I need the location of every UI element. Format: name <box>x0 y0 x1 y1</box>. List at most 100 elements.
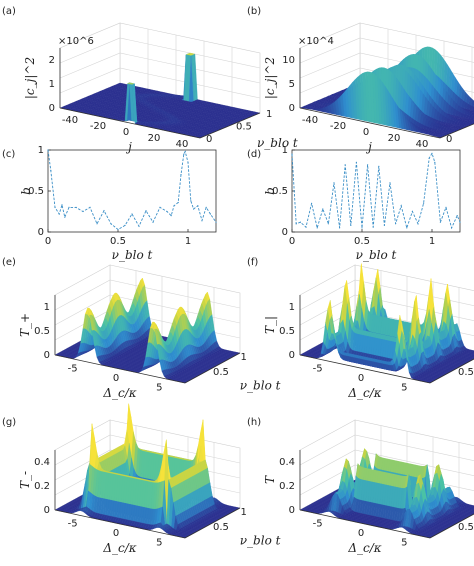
data-point <box>193 208 195 210</box>
data-point <box>166 210 168 213</box>
data-point <box>339 227 341 229</box>
data-point <box>372 226 374 228</box>
gridline <box>59 52 261 84</box>
data-point <box>117 228 119 231</box>
x-axis-label: ν_blo t <box>112 248 153 262</box>
data-point <box>423 202 425 204</box>
panel-c: (c)0 0.5 100.51ν_blo tb <box>2 145 217 262</box>
z-axis-label: |c_j|^2 <box>263 57 277 99</box>
data-point <box>295 223 297 225</box>
x-axis-label: ν_blo t <box>356 248 397 262</box>
y-tick-label: 1 <box>282 145 288 156</box>
data-point <box>417 223 419 225</box>
x-tick-label: -40 <box>302 115 318 126</box>
data-point <box>439 221 441 223</box>
panel-d: (d)0 0.5 100.51ν_blo tb <box>247 145 461 262</box>
x-tick-label: -20 <box>330 121 346 132</box>
x-tick-label: 0 <box>363 127 369 138</box>
series-line <box>291 152 461 230</box>
x-tick-label: 40 <box>176 139 189 150</box>
y-axis-label: b <box>263 187 277 195</box>
data-point <box>428 157 430 159</box>
x-tick-label: 0 <box>123 127 129 138</box>
x-tick-label: 0 <box>289 236 295 247</box>
data-point <box>316 227 318 229</box>
z-tick-label: 2 <box>49 55 55 66</box>
data-point <box>411 210 413 213</box>
data-point <box>395 223 397 225</box>
z-tick-label: 10 <box>282 55 295 66</box>
data-point <box>378 165 380 167</box>
data-point <box>201 219 203 222</box>
data-point <box>197 205 199 207</box>
panel-label: (b) <box>247 6 261 17</box>
data-point <box>184 151 186 153</box>
x-tick-label: -20 <box>90 121 106 132</box>
data-point <box>82 210 84 213</box>
y-axis-label: ν_blo t <box>257 136 298 150</box>
gridline <box>59 67 261 99</box>
data-point <box>451 227 453 229</box>
data-point <box>183 153 185 155</box>
z-exponent: ×10^4 <box>298 36 334 47</box>
data-point <box>50 169 52 172</box>
data-point <box>305 226 307 228</box>
x-axis-label: j <box>365 140 372 154</box>
x-tick-label: 0.5 <box>110 236 126 247</box>
z-exponent: ×10^6 <box>58 36 94 47</box>
z-tick-label: 0 <box>49 103 55 114</box>
plot-frame <box>47 149 217 233</box>
x-tick-label: 0.5 <box>354 236 370 247</box>
y-axis-label: b <box>19 187 33 195</box>
data-point <box>344 164 346 166</box>
data-point <box>400 205 402 207</box>
y-tick-label: 1 <box>266 109 272 120</box>
data-point <box>54 206 56 208</box>
data-point <box>47 149 49 151</box>
y-tick-label: 1 <box>38 145 44 156</box>
data-point <box>190 200 192 202</box>
data-point <box>170 215 172 217</box>
data-point <box>177 201 179 204</box>
z-tick-label: 1 <box>49 79 55 90</box>
x-tick-label: 1 <box>429 236 435 247</box>
data-point <box>209 213 211 215</box>
data-point <box>215 221 217 223</box>
y-tick-label: 0 <box>206 134 212 145</box>
z-axis-label: |c_j|^2 <box>23 57 37 99</box>
data-point <box>138 225 140 227</box>
x-tick-label: -40 <box>62 115 78 126</box>
data-point <box>322 208 324 210</box>
gridline <box>59 37 261 69</box>
data-point <box>333 182 335 184</box>
y-tick-label: 0.5 <box>236 122 252 133</box>
y-tick-label: 0 <box>446 134 452 145</box>
data-point <box>311 202 313 204</box>
data-point <box>180 174 182 176</box>
panel-label: (d) <box>247 149 261 160</box>
x-tick-label: 20 <box>388 133 401 144</box>
data-point <box>350 224 352 226</box>
data-point <box>187 161 189 163</box>
panel-label: (c) <box>2 149 15 160</box>
data-point <box>389 182 391 184</box>
data-point <box>145 210 147 212</box>
data-point <box>173 205 175 207</box>
data-point <box>355 161 357 163</box>
series-line <box>47 149 217 231</box>
data-point <box>131 213 133 215</box>
panel-label: (e) <box>2 257 16 268</box>
data-point <box>61 204 63 206</box>
data-point <box>64 216 66 218</box>
data-point <box>291 153 293 155</box>
x-tick-label: 0 <box>45 236 51 247</box>
data-point <box>58 213 60 215</box>
x-tick-label: 1 <box>185 236 191 247</box>
data-point <box>96 223 98 225</box>
data-point <box>361 227 363 229</box>
data-point <box>406 227 408 229</box>
